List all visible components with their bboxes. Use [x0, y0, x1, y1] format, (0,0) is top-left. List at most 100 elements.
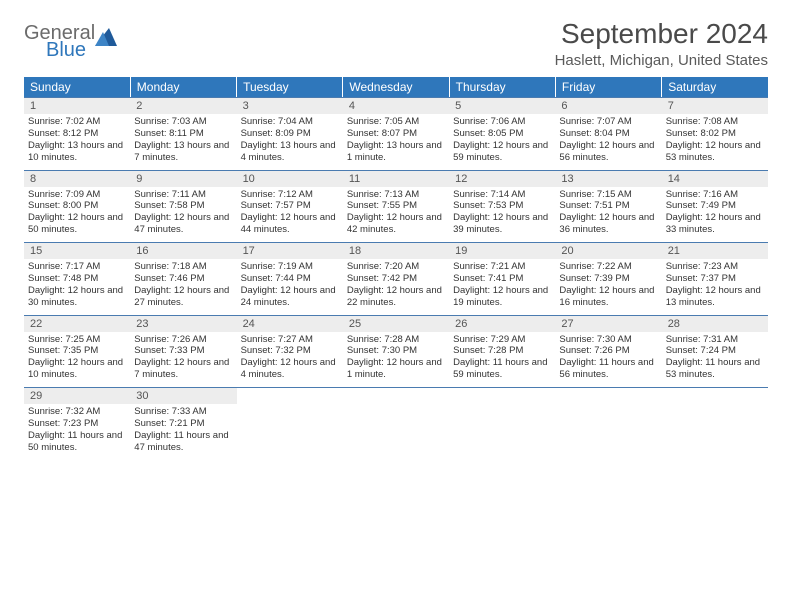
- day-number: 28: [662, 316, 768, 332]
- day-body: Sunrise: 7:18 AMSunset: 7:46 PMDaylight:…: [130, 259, 236, 309]
- sunrise-text: Sunrise: 7:02 AM: [28, 116, 126, 128]
- daylight-text: Daylight: 12 hours and 10 minutes.: [28, 357, 126, 381]
- daylight-text: Daylight: 12 hours and 16 minutes.: [559, 285, 657, 309]
- sunrise-text: Sunrise: 7:21 AM: [453, 261, 551, 273]
- sunset-text: Sunset: 7:24 PM: [666, 345, 764, 357]
- sunset-text: Sunset: 7:33 PM: [134, 345, 232, 357]
- day-body: Sunrise: 7:07 AMSunset: 8:04 PMDaylight:…: [555, 114, 661, 164]
- sunset-text: Sunset: 7:35 PM: [28, 345, 126, 357]
- sunrise-text: Sunrise: 7:04 AM: [241, 116, 339, 128]
- day-body: Sunrise: 7:30 AMSunset: 7:26 PMDaylight:…: [555, 332, 661, 382]
- sunset-text: Sunset: 8:05 PM: [453, 128, 551, 140]
- daylight-text: Daylight: 12 hours and 53 minutes.: [666, 140, 764, 164]
- daylight-text: Daylight: 12 hours and 59 minutes.: [453, 140, 551, 164]
- day-number: 6: [555, 98, 661, 114]
- day-number: 30: [130, 388, 236, 404]
- sunrise-text: Sunrise: 7:13 AM: [347, 189, 445, 201]
- daylight-text: Daylight: 12 hours and 24 minutes.: [241, 285, 339, 309]
- weekday-header: Sunday: [24, 77, 130, 97]
- calendar-cell: 8Sunrise: 7:09 AMSunset: 8:00 PMDaylight…: [24, 170, 130, 243]
- header-row: General Blue September 2024 Haslett, Mic…: [24, 18, 768, 69]
- day-body: Sunrise: 7:09 AMSunset: 8:00 PMDaylight:…: [24, 187, 130, 237]
- day-body: Sunrise: 7:17 AMSunset: 7:48 PMDaylight:…: [24, 259, 130, 309]
- sunrise-text: Sunrise: 7:23 AM: [666, 261, 764, 273]
- calendar-cell: 21Sunrise: 7:23 AMSunset: 7:37 PMDayligh…: [662, 242, 768, 315]
- sunset-text: Sunset: 7:37 PM: [666, 273, 764, 285]
- weekday-header: Friday: [555, 77, 661, 97]
- day-number: 15: [24, 243, 130, 259]
- sunrise-text: Sunrise: 7:20 AM: [347, 261, 445, 273]
- logo-triangle-icon: [95, 28, 117, 51]
- daylight-text: Daylight: 12 hours and 7 minutes.: [134, 357, 232, 381]
- day-number: 11: [343, 171, 449, 187]
- calendar-cell: 24Sunrise: 7:27 AMSunset: 7:32 PMDayligh…: [237, 315, 343, 388]
- day-body: Sunrise: 7:02 AMSunset: 8:12 PMDaylight:…: [24, 114, 130, 164]
- sunset-text: Sunset: 7:41 PM: [453, 273, 551, 285]
- weekday-row: SundayMondayTuesdayWednesdayThursdayFrid…: [24, 77, 768, 97]
- day-body: Sunrise: 7:21 AMSunset: 7:41 PMDaylight:…: [449, 259, 555, 309]
- day-body: Sunrise: 7:03 AMSunset: 8:11 PMDaylight:…: [130, 114, 236, 164]
- sunset-text: Sunset: 7:26 PM: [559, 345, 657, 357]
- day-body: Sunrise: 7:16 AMSunset: 7:49 PMDaylight:…: [662, 187, 768, 237]
- day-body: Sunrise: 7:08 AMSunset: 8:02 PMDaylight:…: [662, 114, 768, 164]
- sunset-text: Sunset: 7:48 PM: [28, 273, 126, 285]
- day-number: 12: [449, 171, 555, 187]
- daylight-text: Daylight: 11 hours and 50 minutes.: [28, 430, 126, 454]
- daylight-text: Daylight: 12 hours and 22 minutes.: [347, 285, 445, 309]
- daylight-text: Daylight: 12 hours and 33 minutes.: [666, 212, 764, 236]
- calendar-cell: [237, 387, 343, 460]
- calendar-week-row: 15Sunrise: 7:17 AMSunset: 7:48 PMDayligh…: [24, 242, 768, 315]
- daylight-text: Daylight: 12 hours and 42 minutes.: [347, 212, 445, 236]
- sunrise-text: Sunrise: 7:33 AM: [134, 406, 232, 418]
- day-number: 10: [237, 171, 343, 187]
- calendar-week-row: 1Sunrise: 7:02 AMSunset: 8:12 PMDaylight…: [24, 97, 768, 170]
- day-body: Sunrise: 7:27 AMSunset: 7:32 PMDaylight:…: [237, 332, 343, 382]
- day-number: 25: [343, 316, 449, 332]
- day-number: 22: [24, 316, 130, 332]
- calendar-cell: 1Sunrise: 7:02 AMSunset: 8:12 PMDaylight…: [24, 97, 130, 170]
- daylight-text: Daylight: 11 hours and 53 minutes.: [666, 357, 764, 381]
- location-subtitle: Haslett, Michigan, United States: [555, 52, 768, 69]
- calendar-cell: 23Sunrise: 7:26 AMSunset: 7:33 PMDayligh…: [130, 315, 236, 388]
- calendar-cell: 3Sunrise: 7:04 AMSunset: 8:09 PMDaylight…: [237, 97, 343, 170]
- logo-text: General Blue: [24, 24, 95, 60]
- daylight-text: Daylight: 13 hours and 10 minutes.: [28, 140, 126, 164]
- calendar-cell: 6Sunrise: 7:07 AMSunset: 8:04 PMDaylight…: [555, 97, 661, 170]
- sunrise-text: Sunrise: 7:30 AM: [559, 334, 657, 346]
- weekday-header: Monday: [130, 77, 236, 97]
- calendar-week-row: 22Sunrise: 7:25 AMSunset: 7:35 PMDayligh…: [24, 315, 768, 388]
- sunset-text: Sunset: 7:32 PM: [241, 345, 339, 357]
- calendar-head: SundayMondayTuesdayWednesdayThursdayFrid…: [24, 77, 768, 97]
- sunset-text: Sunset: 8:07 PM: [347, 128, 445, 140]
- empty-cell: [555, 387, 661, 407]
- day-number: 13: [555, 171, 661, 187]
- sunrise-text: Sunrise: 7:26 AM: [134, 334, 232, 346]
- sunset-text: Sunset: 7:21 PM: [134, 418, 232, 430]
- sunset-text: Sunset: 7:57 PM: [241, 200, 339, 212]
- day-body: Sunrise: 7:29 AMSunset: 7:28 PMDaylight:…: [449, 332, 555, 382]
- calendar-cell: [555, 387, 661, 460]
- daylight-text: Daylight: 12 hours and 47 minutes.: [134, 212, 232, 236]
- day-body: Sunrise: 7:23 AMSunset: 7:37 PMDaylight:…: [662, 259, 768, 309]
- calendar-cell: 4Sunrise: 7:05 AMSunset: 8:07 PMDaylight…: [343, 97, 449, 170]
- sunset-text: Sunset: 7:49 PM: [666, 200, 764, 212]
- daylight-text: Daylight: 13 hours and 1 minute.: [347, 140, 445, 164]
- calendar-cell: 28Sunrise: 7:31 AMSunset: 7:24 PMDayligh…: [662, 315, 768, 388]
- day-number: 16: [130, 243, 236, 259]
- calendar-cell: 26Sunrise: 7:29 AMSunset: 7:28 PMDayligh…: [449, 315, 555, 388]
- daylight-text: Daylight: 12 hours and 56 minutes.: [559, 140, 657, 164]
- month-title: September 2024: [555, 18, 768, 50]
- sunrise-text: Sunrise: 7:03 AM: [134, 116, 232, 128]
- sunset-text: Sunset: 7:30 PM: [347, 345, 445, 357]
- day-body: Sunrise: 7:05 AMSunset: 8:07 PMDaylight:…: [343, 114, 449, 164]
- title-block: September 2024 Haslett, Michigan, United…: [555, 18, 768, 69]
- day-number: 9: [130, 171, 236, 187]
- daylight-text: Daylight: 12 hours and 1 minute.: [347, 357, 445, 381]
- day-number: 4: [343, 98, 449, 114]
- day-body: Sunrise: 7:33 AMSunset: 7:21 PMDaylight:…: [130, 404, 236, 454]
- day-body: Sunrise: 7:06 AMSunset: 8:05 PMDaylight:…: [449, 114, 555, 164]
- daylight-text: Daylight: 12 hours and 39 minutes.: [453, 212, 551, 236]
- sunrise-text: Sunrise: 7:22 AM: [559, 261, 657, 273]
- daylight-text: Daylight: 12 hours and 50 minutes.: [28, 212, 126, 236]
- calendar-cell: 30Sunrise: 7:33 AMSunset: 7:21 PMDayligh…: [130, 387, 236, 460]
